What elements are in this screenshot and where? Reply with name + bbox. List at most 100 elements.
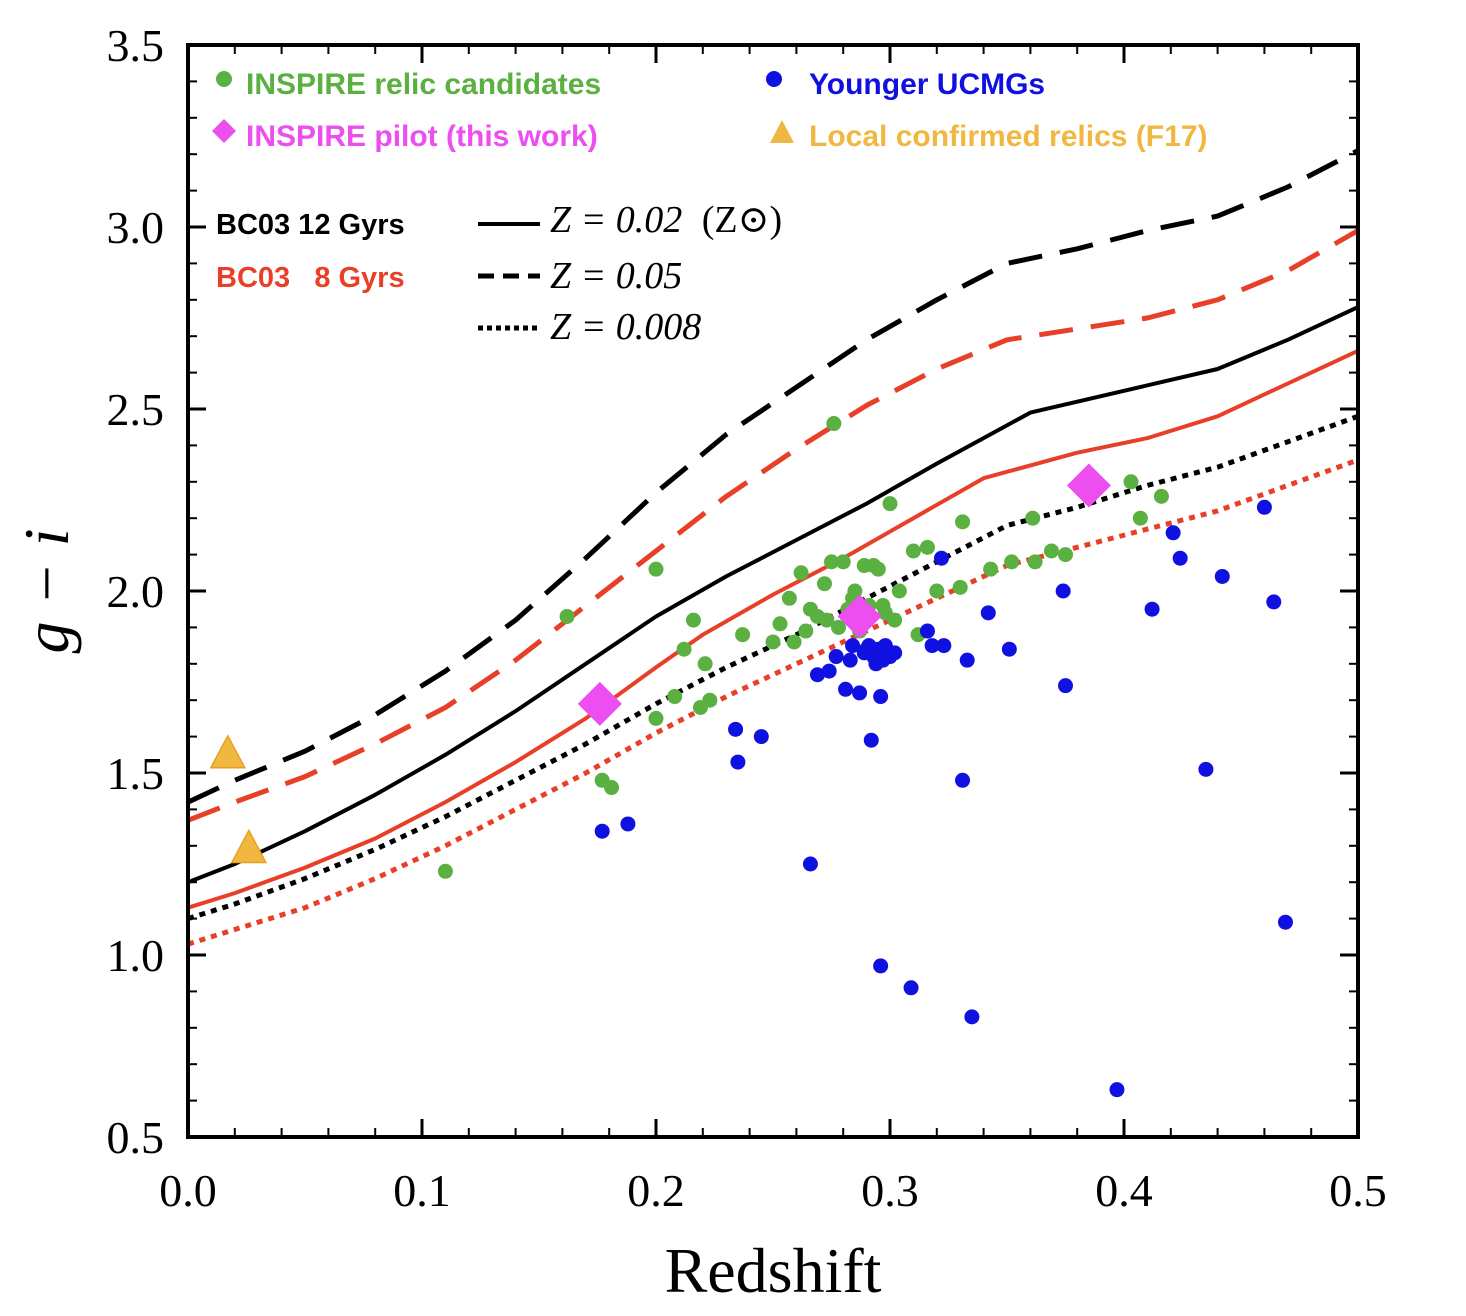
x-axis-title: Redshift: [665, 1235, 882, 1306]
younger-ucmg-point: [730, 754, 746, 770]
relic-candidate-point: [887, 612, 903, 628]
younger-ucmg-point: [809, 667, 825, 683]
key-label-solid: Z = 0.02 (Z⊙): [550, 199, 782, 241]
legend-label-relic-candidates: INSPIRE relic candidates: [246, 68, 601, 101]
y-tick-label: 0.5: [107, 1112, 165, 1163]
relic-candidate-point: [919, 539, 935, 555]
younger-ucmg-point: [1165, 525, 1181, 541]
y-axis-title: g − i: [11, 529, 82, 654]
y-axis: 0.5 1.0 1.5 2.0 2.5 3.0 3.5: [107, 20, 1358, 1163]
x-tick-label: 0.2: [627, 1165, 685, 1216]
key-text-solid: Z = 0.02: [550, 199, 682, 241]
inspire-pilot-point: [1066, 463, 1111, 508]
younger-ucmg-point: [1266, 594, 1282, 610]
younger-ucmg-point: [753, 729, 769, 745]
relic-candidate-point: [697, 656, 713, 672]
younger-ucmg-point: [1277, 914, 1293, 930]
relic-candidate-point: [955, 514, 971, 530]
relic-candidate-point: [648, 710, 664, 726]
relic-candidate-point: [604, 780, 620, 796]
relic-candidate-point: [831, 619, 847, 635]
model-curve-2: [187, 305, 1359, 885]
younger-ucmg-point: [728, 721, 744, 737]
legend-marker-local-relics: [770, 120, 794, 143]
relic-candidate-point: [819, 612, 835, 628]
local-relic-point: [209, 734, 247, 769]
legend-label-inspire-pilot: INSPIRE pilot (this work): [246, 120, 598, 153]
relic-candidate-point: [1132, 510, 1148, 526]
younger-ucmg-point: [955, 772, 971, 788]
younger-ucmg-point: [1256, 499, 1272, 515]
model-label-12gyr: BC03 12 Gyrs: [216, 209, 405, 241]
younger-ucmg-point: [828, 649, 844, 665]
relic-candidate-point: [793, 565, 809, 581]
younger-ucmg-point: [903, 980, 919, 996]
relic-candidate-point: [1123, 474, 1139, 490]
legend-marker-younger-ucmgs: [766, 71, 782, 87]
younger-ucmg-point: [1214, 568, 1230, 584]
relic-candidate-point: [559, 608, 575, 624]
younger-ucmg-point: [1172, 550, 1188, 566]
younger-ucmg-point: [919, 623, 935, 639]
younger-ucmg-point: [1055, 583, 1071, 599]
younger-ucmg-point: [964, 1009, 980, 1025]
relic-candidate-point: [667, 689, 683, 705]
younger-ucmg-point: [924, 638, 940, 654]
relic-candidate-point: [648, 561, 664, 577]
relic-candidate-point: [781, 590, 797, 606]
relic-candidate-point: [676, 641, 692, 657]
legend: INSPIRE relic candidates Younger UCMGs I…: [212, 68, 1207, 153]
relic-candidate-point: [786, 634, 802, 650]
relic-candidate-point: [882, 496, 898, 512]
younger-ucmg-point: [980, 605, 996, 621]
relic-candidate-point: [847, 583, 863, 599]
model-key: BC03 12 Gyrs BC03 8 Gyrs Z = 0.02 (Z⊙) Z…: [216, 199, 782, 348]
relic-candidate-point: [702, 692, 718, 708]
younger-ucmg-point: [1198, 761, 1214, 777]
relic-candidate-point: [816, 576, 832, 592]
relic-candidate-point: [1027, 554, 1043, 570]
relic-candidate-point: [891, 583, 907, 599]
relic-candidate-point: [685, 612, 701, 628]
model-curve-0: [186, 148, 1360, 805]
younger-ucmg-point: [1001, 641, 1017, 657]
younger-ucmg-point: [933, 550, 949, 566]
model-curve-5: [187, 457, 1359, 947]
younger-ucmg-point: [873, 689, 889, 705]
younger-ucmg-point: [959, 652, 975, 668]
x-tick-label: 0.5: [1329, 1165, 1387, 1216]
younger-ucmg-point: [852, 685, 868, 701]
local-relic-point: [230, 828, 268, 864]
relic-candidate-point: [929, 583, 945, 599]
x-tick-label: 0.4: [1095, 1165, 1153, 1216]
y-tick-label: 1.0: [107, 930, 165, 981]
legend-label-younger-ucmgs: Younger UCMGs: [809, 68, 1045, 101]
legend-label-local-relics: Local confirmed relics (F17): [809, 120, 1207, 153]
model-curve-4: [187, 413, 1359, 921]
y-tick-label: 3.5: [107, 20, 165, 71]
x-tick-label: 0.0: [159, 1165, 217, 1216]
relic-candidate-point: [772, 616, 788, 632]
relic-candidate-point: [437, 863, 453, 879]
relic-candidate-point: [870, 561, 886, 577]
relic-candidate-point: [905, 543, 921, 559]
relic-candidate-point: [835, 554, 851, 570]
younger-ucmg-point: [620, 816, 636, 832]
model-label-8gyr: BC03 8 Gyrs: [216, 262, 405, 294]
inspire-pilot-point: [577, 681, 622, 726]
younger-ucmg-point: [838, 681, 854, 697]
younger-ucmg-point: [1144, 601, 1160, 617]
younger-ucmg-point: [1058, 678, 1073, 694]
relic-candidate-point: [824, 554, 839, 570]
younger-ucmg-point: [845, 638, 861, 654]
relic-candidate-point: [983, 561, 999, 577]
relic-candidate-point: [735, 627, 751, 643]
key-label-dashed: Z = 0.05: [550, 255, 682, 297]
model-curve-3: [187, 348, 1359, 910]
relic-candidate-point: [1025, 510, 1041, 526]
relic-candidate-point: [1153, 488, 1169, 504]
younger-ucmg-point: [863, 732, 879, 748]
inspire-pilot-point: [837, 594, 882, 639]
y-tick-label: 2.5: [107, 384, 165, 435]
